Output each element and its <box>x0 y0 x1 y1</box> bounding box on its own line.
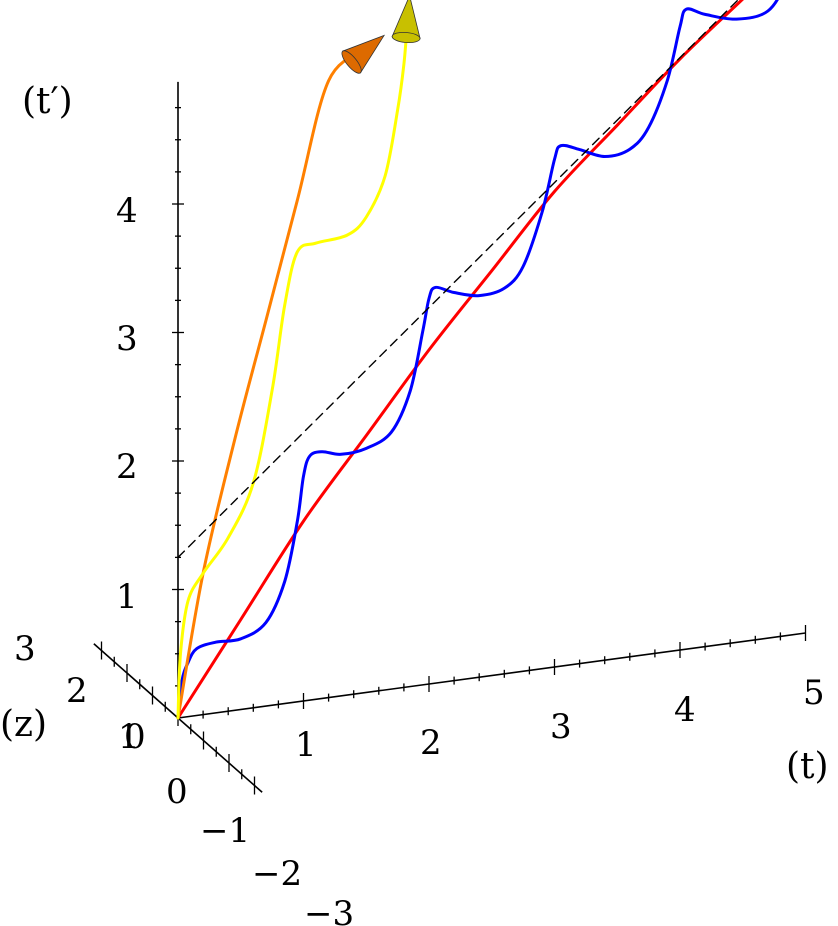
x-tick-label: 4 <box>674 690 696 730</box>
z-tick-label: −1 <box>200 811 250 851</box>
arrowheads-layer <box>341 0 421 74</box>
series-red-line <box>176 0 744 720</box>
series-layer <box>176 0 779 720</box>
x-axis-line <box>177 632 806 719</box>
z-tick-label: −3 <box>304 894 354 926</box>
y-tick-label: 2 <box>116 447 138 487</box>
x-tick-label: 3 <box>550 707 572 747</box>
series-yellow-line <box>176 17 410 720</box>
x-tick-label: 2 <box>420 723 442 763</box>
z-tick-label: −2 <box>252 854 302 894</box>
z-tick-label: 2 <box>66 671 88 711</box>
arrowhead-base <box>341 50 362 74</box>
y-tick-label: 1 <box>116 577 138 617</box>
z-axis-label: (z) <box>0 704 47 745</box>
x-tick-label: 5 <box>803 673 825 713</box>
x-tick-label: 1 <box>295 725 317 765</box>
x-tick-label: 0 <box>166 772 188 812</box>
y-axis-label: (t′) <box>22 81 73 122</box>
x-axis-label: (t) <box>786 746 829 787</box>
y-tick-label: 3 <box>116 319 138 359</box>
y-tick-label: 4 <box>116 191 138 231</box>
z-tick-label: 1 <box>118 717 140 757</box>
series-dashed-line <box>177 0 739 559</box>
series-orange-line <box>176 48 368 720</box>
series-blue-line <box>176 0 779 720</box>
axes <box>93 81 807 795</box>
z-tick-label: 3 <box>14 629 36 669</box>
arrowhead-base <box>391 31 421 44</box>
z-tick-label: 0 <box>124 717 146 757</box>
